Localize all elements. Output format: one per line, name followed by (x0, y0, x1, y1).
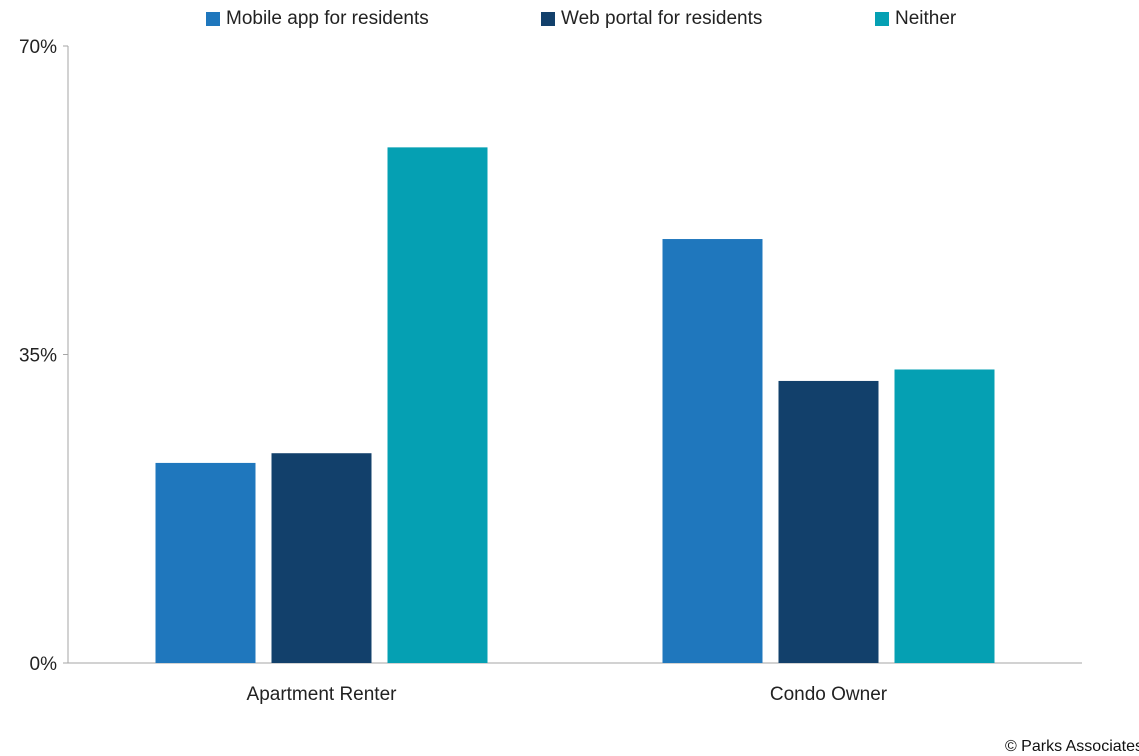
bar-neither-condo-owner (895, 369, 995, 663)
y-tick-label: 35% (19, 346, 57, 367)
bar-mobile-app-for-residents-condo-owner (663, 239, 763, 663)
bar-neither-apartment-renter (388, 147, 488, 663)
bar-mobile-app-for-residents-apartment-renter (156, 463, 256, 663)
x-category-label: Condo Owner (770, 684, 888, 705)
y-tick-label: 0% (30, 654, 58, 675)
bar-web-portal-for-residents-condo-owner (779, 381, 879, 663)
y-tick-label: 70% (19, 37, 57, 58)
bar-web-portal-for-residents-apartment-renter (272, 453, 372, 663)
copyright-notice: © Parks Associates (1005, 738, 1139, 756)
x-category-label: Apartment Renter (247, 684, 398, 705)
